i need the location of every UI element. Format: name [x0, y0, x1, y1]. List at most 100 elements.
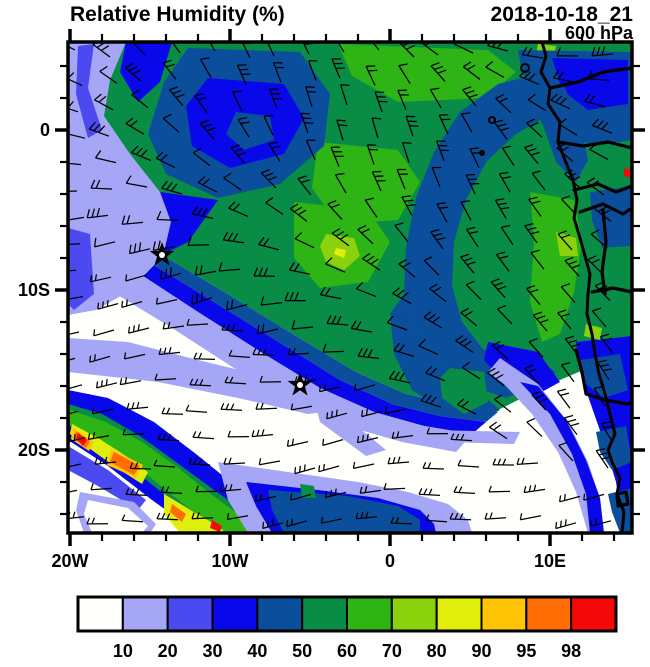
wind-barb-tick — [56, 35, 63, 41]
wind-barb-tick — [228, 349, 233, 357]
wind-barb-tick — [556, 47, 561, 57]
wind-barb — [126, 182, 148, 188]
country-border — [572, 182, 632, 194]
wind-barb-tick — [533, 311, 543, 316]
wind-barb — [584, 100, 606, 108]
wind-barb-tick — [499, 171, 509, 175]
wind-barb-tick — [367, 144, 377, 146]
wind-barb-tick — [523, 486, 527, 493]
wind-barb-tick — [429, 283, 438, 290]
wind-barb — [171, 42, 181, 54]
wind-barb — [122, 221, 144, 225]
wind-barb-tick — [228, 457, 232, 465]
wind-barb — [365, 66, 376, 86]
x-axis-label: 20W — [51, 551, 88, 571]
wind-barb-tick — [322, 343, 327, 353]
wind-barb — [187, 244, 210, 247]
wind-barb-tick — [594, 518, 597, 525]
wind-barb-tick — [595, 281, 604, 287]
wind-barb-tick — [420, 393, 428, 402]
wind-barb — [360, 489, 382, 494]
wind-barb-tick — [361, 434, 365, 442]
wind-barb-tick — [462, 61, 472, 68]
wind-barb-tick — [493, 424, 502, 431]
wind-barb-tick — [91, 407, 95, 414]
wind-barb-tick — [223, 172, 232, 179]
wind-barb-tick — [519, 513, 523, 520]
wind-barb-tick — [336, 315, 342, 325]
wind-barb-tick — [497, 304, 506, 310]
wind-barb-tick — [531, 390, 541, 396]
wind-barb-tick — [527, 368, 537, 373]
wind-barb — [318, 465, 340, 473]
wind-barb — [522, 54, 544, 59]
wind-barb-tick — [568, 260, 577, 265]
wind-barb-tick — [404, 199, 414, 203]
wind-barb-tick — [561, 195, 571, 200]
wind-barb-tick — [402, 262, 411, 268]
wind-barb-tick — [557, 388, 567, 393]
wind-barb-tick — [264, 172, 274, 178]
wind-barb-tick — [97, 302, 100, 310]
wind-barb-tick — [600, 333, 610, 338]
map-frame — [66, 40, 634, 535]
wind-barb-tick — [318, 465, 321, 472]
wind-barb-tick — [260, 296, 265, 306]
wind-barb-tick — [335, 230, 345, 237]
wind-barb — [423, 259, 440, 276]
orange-streak-2 — [170, 504, 186, 522]
wind-barb-tick — [222, 231, 229, 241]
wind-barb-tick — [302, 39, 311, 40]
orange-streak-1b — [110, 452, 140, 475]
colorbar-label: 20 — [158, 641, 178, 661]
wind-barb-tick — [263, 115, 274, 117]
wind-barb — [383, 487, 406, 491]
wind-barb-tick — [93, 123, 101, 132]
wind-barb-tick — [101, 301, 104, 308]
wind-barb-tick — [533, 484, 537, 492]
wind-barb-tick — [137, 324, 140, 331]
wind-barb-tick — [468, 178, 478, 181]
wind-barb-tick — [290, 493, 293, 501]
wind-barb-tick — [305, 86, 315, 89]
wind-barb-tick — [87, 432, 91, 440]
wind-barb-tick — [392, 457, 396, 464]
wind-barb — [558, 123, 578, 136]
wind-barb-tick — [368, 69, 378, 72]
wind-barb-tick — [125, 175, 132, 184]
wind-barb-tick — [232, 203, 241, 211]
wind-barb — [94, 99, 114, 111]
wind-barb-tick — [465, 280, 475, 286]
wind-barb — [131, 94, 149, 109]
wind-barb-tick — [567, 418, 577, 423]
wind-barb-tick — [356, 281, 364, 290]
wind-barb-tick — [464, 310, 473, 317]
wind-barb — [394, 225, 409, 243]
wind-barb — [261, 301, 283, 306]
wind-barb — [192, 436, 215, 440]
wind-barb — [484, 517, 507, 520]
wind-barb-tick — [494, 119, 504, 124]
wind-barb — [528, 341, 544, 358]
wind-barb-tick — [200, 292, 203, 302]
wind-barb-tick — [169, 267, 172, 277]
wind-barb — [364, 199, 378, 218]
wind-barb-tick — [135, 147, 143, 155]
blue-front-band — [140, 264, 486, 434]
wind-barb-tick — [497, 458, 502, 466]
wind-barb — [553, 77, 575, 84]
wind-barb-tick — [354, 384, 357, 391]
wind-barb-tick — [495, 344, 505, 350]
wind-barb — [559, 495, 581, 503]
wind-barb-tick — [539, 319, 549, 324]
wind-barb — [489, 426, 508, 440]
wind-barb-tick — [205, 32, 214, 33]
wind-barb-tick — [370, 258, 379, 265]
wind-barb-tick — [199, 379, 204, 386]
wind-barb-tick — [454, 512, 459, 520]
wind-barb-tick — [271, 519, 274, 526]
wind-barb-tick — [185, 404, 190, 412]
wind-barb-tick — [388, 370, 395, 379]
wind-barb-tick — [60, 356, 61, 362]
wind-barb-tick — [398, 259, 407, 265]
